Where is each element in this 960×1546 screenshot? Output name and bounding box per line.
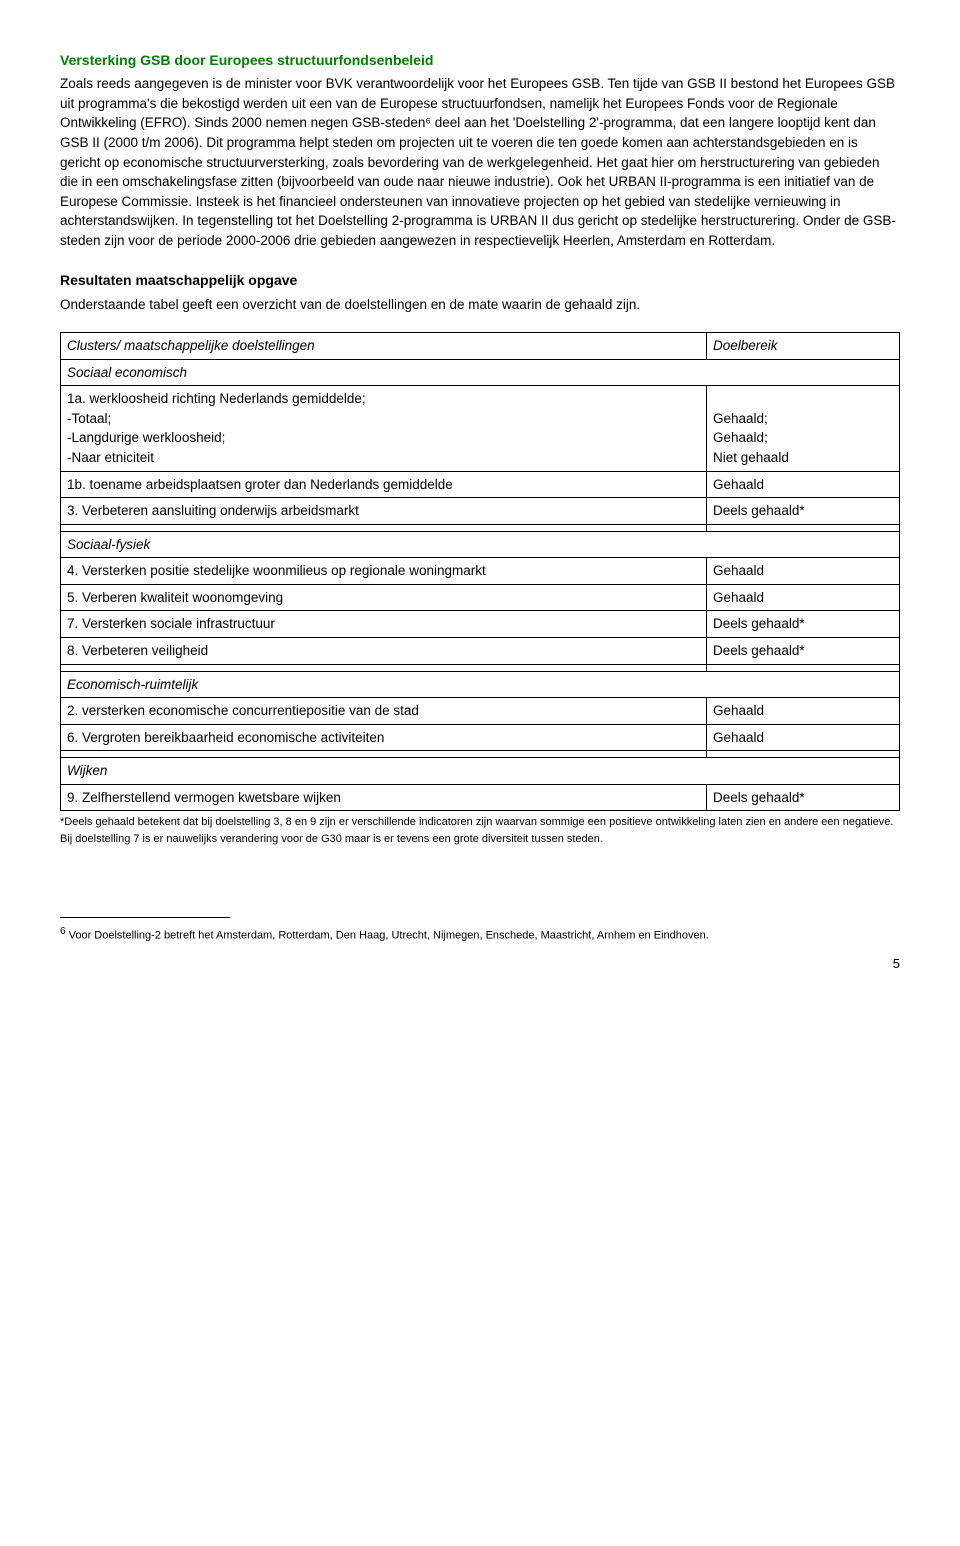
group-sociaal-economisch: Sociaal economisch — [61, 359, 900, 386]
table-row: 5. Verberen kwaliteit woonomgeving Gehaa… — [61, 584, 900, 611]
table-row: 8. Verbeteren veiligheid Deels gehaald* — [61, 637, 900, 664]
cell: Gehaald — [707, 724, 900, 751]
table-row: 9. Zelfherstellend vermogen kwetsbare wi… — [61, 784, 900, 811]
cell: Deels gehaald* — [707, 784, 900, 811]
cell: 6. Vergroten bereikbaarheid economische … — [61, 724, 707, 751]
cell: 7. Versterken sociale infrastructuur — [61, 611, 707, 638]
cell: Deels gehaald* — [707, 637, 900, 664]
spacer-row — [61, 664, 900, 671]
cell: 1b. toename arbeidsplaatsen groter dan N… — [61, 471, 707, 498]
spacer-row — [61, 751, 900, 758]
page-number: 5 — [60, 955, 900, 974]
table-row: 4. Versterken positie stedelijke woonmil… — [61, 558, 900, 585]
txt: Niet gehaald — [713, 450, 789, 465]
txt: Gehaald; — [713, 411, 768, 426]
spacer-row — [61, 524, 900, 531]
cell-1a-right: Gehaald; Gehaald; Niet gehaald — [707, 386, 900, 471]
cell: 9. Zelfherstellend vermogen kwetsbare wi… — [61, 784, 707, 811]
table-header-row: Clusters/ maatschappelijke doelstellinge… — [61, 333, 900, 360]
table-row: 2. versterken economische concurrentiepo… — [61, 698, 900, 725]
group-row: Wijken — [61, 758, 900, 785]
cell-1a-left: 1a. werkloosheid richting Nederlands gem… — [61, 386, 707, 471]
cell: Gehaald — [707, 584, 900, 611]
cell: 4. Versterken positie stedelijke woonmil… — [61, 558, 707, 585]
footnote-6: 6 Voor Doelstelling-2 betreft het Amster… — [60, 924, 900, 944]
group-wijken: Wijken — [61, 758, 900, 785]
cell: Gehaald — [707, 471, 900, 498]
table-row: 3. Verbeteren aansluiting onderwijs arbe… — [61, 498, 900, 525]
header-clusters: Clusters/ maatschappelijke doelstellinge… — [61, 333, 707, 360]
cell: 3. Verbeteren aansluiting onderwijs arbe… — [61, 498, 707, 525]
table-row: 1b. toename arbeidsplaatsen groter dan N… — [61, 471, 900, 498]
txt: Gehaald; — [713, 430, 768, 445]
table-note: *Deels gehaald betekent dat bij doelstel… — [60, 814, 900, 847]
cell: 8. Verbeteren veiligheid — [61, 637, 707, 664]
txt: -Langdurige werkloosheid; — [67, 430, 225, 445]
group-sociaal-fysiek: Sociaal-fysiek — [61, 531, 900, 558]
group-row: Sociaal economisch — [61, 359, 900, 386]
txt: -Naar etniciteit — [67, 450, 154, 465]
section-heading-2: Resultaten maatschappelijk opgave — [60, 270, 900, 290]
header-doelbereik: Doelbereik — [707, 333, 900, 360]
table-row: 6. Vergroten bereikbaarheid economische … — [61, 724, 900, 751]
txt: -Totaal; — [67, 411, 111, 426]
txt: 1a. werkloosheid richting Nederlands gem… — [67, 391, 366, 406]
table-row: 7. Versterken sociale infrastructuur Dee… — [61, 611, 900, 638]
group-row: Sociaal-fysiek — [61, 531, 900, 558]
cell: 2. versterken economische concurrentiepo… — [61, 698, 707, 725]
cell: Deels gehaald* — [707, 611, 900, 638]
cell: Gehaald — [707, 698, 900, 725]
section-heading-1: Versterking GSB door Europees structuurf… — [60, 50, 900, 70]
group-row: Economisch-ruimtelijk — [61, 671, 900, 698]
cell: 5. Verberen kwaliteit woonomgeving — [61, 584, 707, 611]
section-intro-2: Onderstaande tabel geeft een overzicht v… — [60, 295, 900, 315]
cell: Gehaald — [707, 558, 900, 585]
cell: Deels gehaald* — [707, 498, 900, 525]
footnote-separator — [60, 917, 230, 918]
section-body-1: Zoals reeds aangegeven is de minister vo… — [60, 74, 900, 250]
results-table: Clusters/ maatschappelijke doelstellinge… — [60, 332, 900, 811]
footnote-text: Voor Doelstelling-2 betreft het Amsterda… — [66, 930, 709, 942]
group-economisch-ruimtelijk: Economisch-ruimtelijk — [61, 671, 900, 698]
table-row: 1a. werkloosheid richting Nederlands gem… — [61, 386, 900, 471]
